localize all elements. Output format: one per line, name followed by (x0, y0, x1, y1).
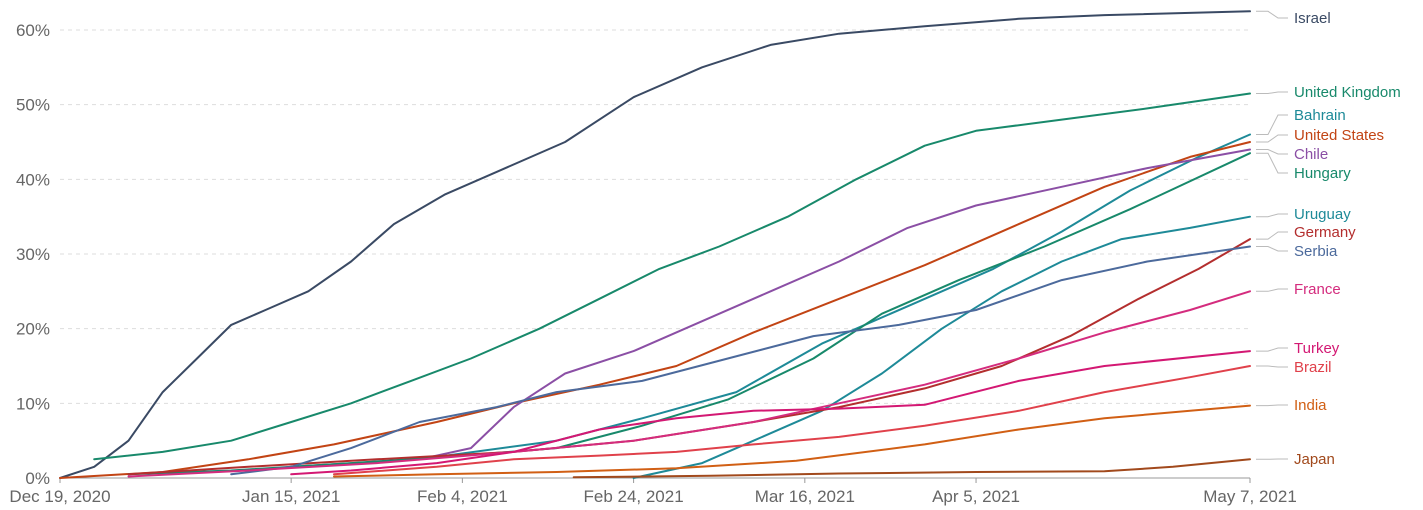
series-label-hungary[interactable]: Hungary (1294, 165, 1351, 182)
series-label-brazil[interactable]: Brazil (1294, 359, 1332, 376)
series-line-turkey[interactable] (290, 350, 1251, 476)
series-label-chile[interactable]: Chile (1294, 146, 1328, 163)
series-line-japan[interactable] (572, 458, 1251, 479)
label-connector (1256, 213, 1288, 218)
series-line-germany[interactable] (127, 238, 1251, 476)
series-line-serbia[interactable] (230, 245, 1251, 476)
label-connector (1256, 231, 1288, 240)
x-tick-label: Feb 4, 2021 (417, 487, 508, 506)
series-line-brazil[interactable] (333, 365, 1251, 476)
series-line-bahrain[interactable] (290, 133, 1251, 468)
x-tick-label: Dec 19, 2020 (9, 487, 110, 506)
y-tick-label: 30% (16, 245, 50, 264)
label-connector (1256, 365, 1288, 368)
series-label-india[interactable]: India (1294, 397, 1327, 414)
x-tick-label: May 7, 2021 (1203, 487, 1297, 506)
series-line-india[interactable] (333, 404, 1251, 478)
x-tick-label: Feb 24, 2021 (583, 487, 683, 506)
series-lines (59, 10, 1251, 479)
series-label-france[interactable]: France (1294, 281, 1341, 298)
series-line-israel[interactable] (59, 10, 1251, 479)
x-tick-label: Apr 5, 2021 (932, 487, 1020, 506)
series-label-united-states[interactable]: United States (1294, 127, 1384, 144)
series-labels: Israel United Kingdom Bahrain United States… (1256, 10, 1401, 468)
series-label-turkey[interactable]: Turkey (1294, 340, 1340, 357)
y-tick-label: 40% (16, 170, 50, 189)
label-connector (1256, 347, 1288, 352)
series-label-bahrain[interactable]: Bahrain (1294, 107, 1346, 124)
y-tick-label: 60% (16, 21, 50, 40)
series-label-israel[interactable]: Israel (1294, 10, 1331, 27)
y-tick-label: 10% (16, 394, 50, 413)
label-connector (1256, 152, 1288, 174)
series-line-hungary[interactable] (127, 152, 1251, 476)
x-tick-label: Mar 16, 2021 (755, 487, 855, 506)
series-label-united-kingdom[interactable]: United Kingdom (1294, 84, 1401, 101)
label-connector (1256, 91, 1288, 94)
x-tick-label: Jan 15, 2021 (242, 487, 340, 506)
y-tick-label: 20% (16, 320, 50, 339)
series-label-japan[interactable]: Japan (1294, 451, 1335, 468)
series-line-united-states[interactable] (59, 141, 1251, 479)
axes: 0% 10% 20% 30% 40% 50% 60% Dec 19, 2020 Jan 15, … (9, 21, 1296, 506)
series-label-serbia[interactable]: Serbia (1294, 243, 1338, 260)
label-connector (1256, 404, 1288, 407)
series-line-chile[interactable] (418, 148, 1251, 461)
label-connector (1256, 114, 1288, 135)
series-line-france[interactable] (127, 290, 1251, 478)
series-line-united-kingdom[interactable] (93, 92, 1251, 461)
y-tick-label: 0% (25, 469, 50, 488)
grid-lines (60, 29, 1250, 404)
label-connector (1256, 134, 1288, 143)
label-connector (1256, 246, 1288, 252)
label-connector (1256, 149, 1288, 155)
series-label-uruguay[interactable]: Uruguay (1294, 206, 1351, 223)
series-label-germany[interactable]: Germany (1294, 224, 1356, 241)
label-connector (1256, 10, 1288, 19)
y-tick-label: 50% (16, 96, 50, 115)
series-line-uruguay[interactable] (632, 215, 1251, 479)
label-connector (1256, 288, 1288, 292)
